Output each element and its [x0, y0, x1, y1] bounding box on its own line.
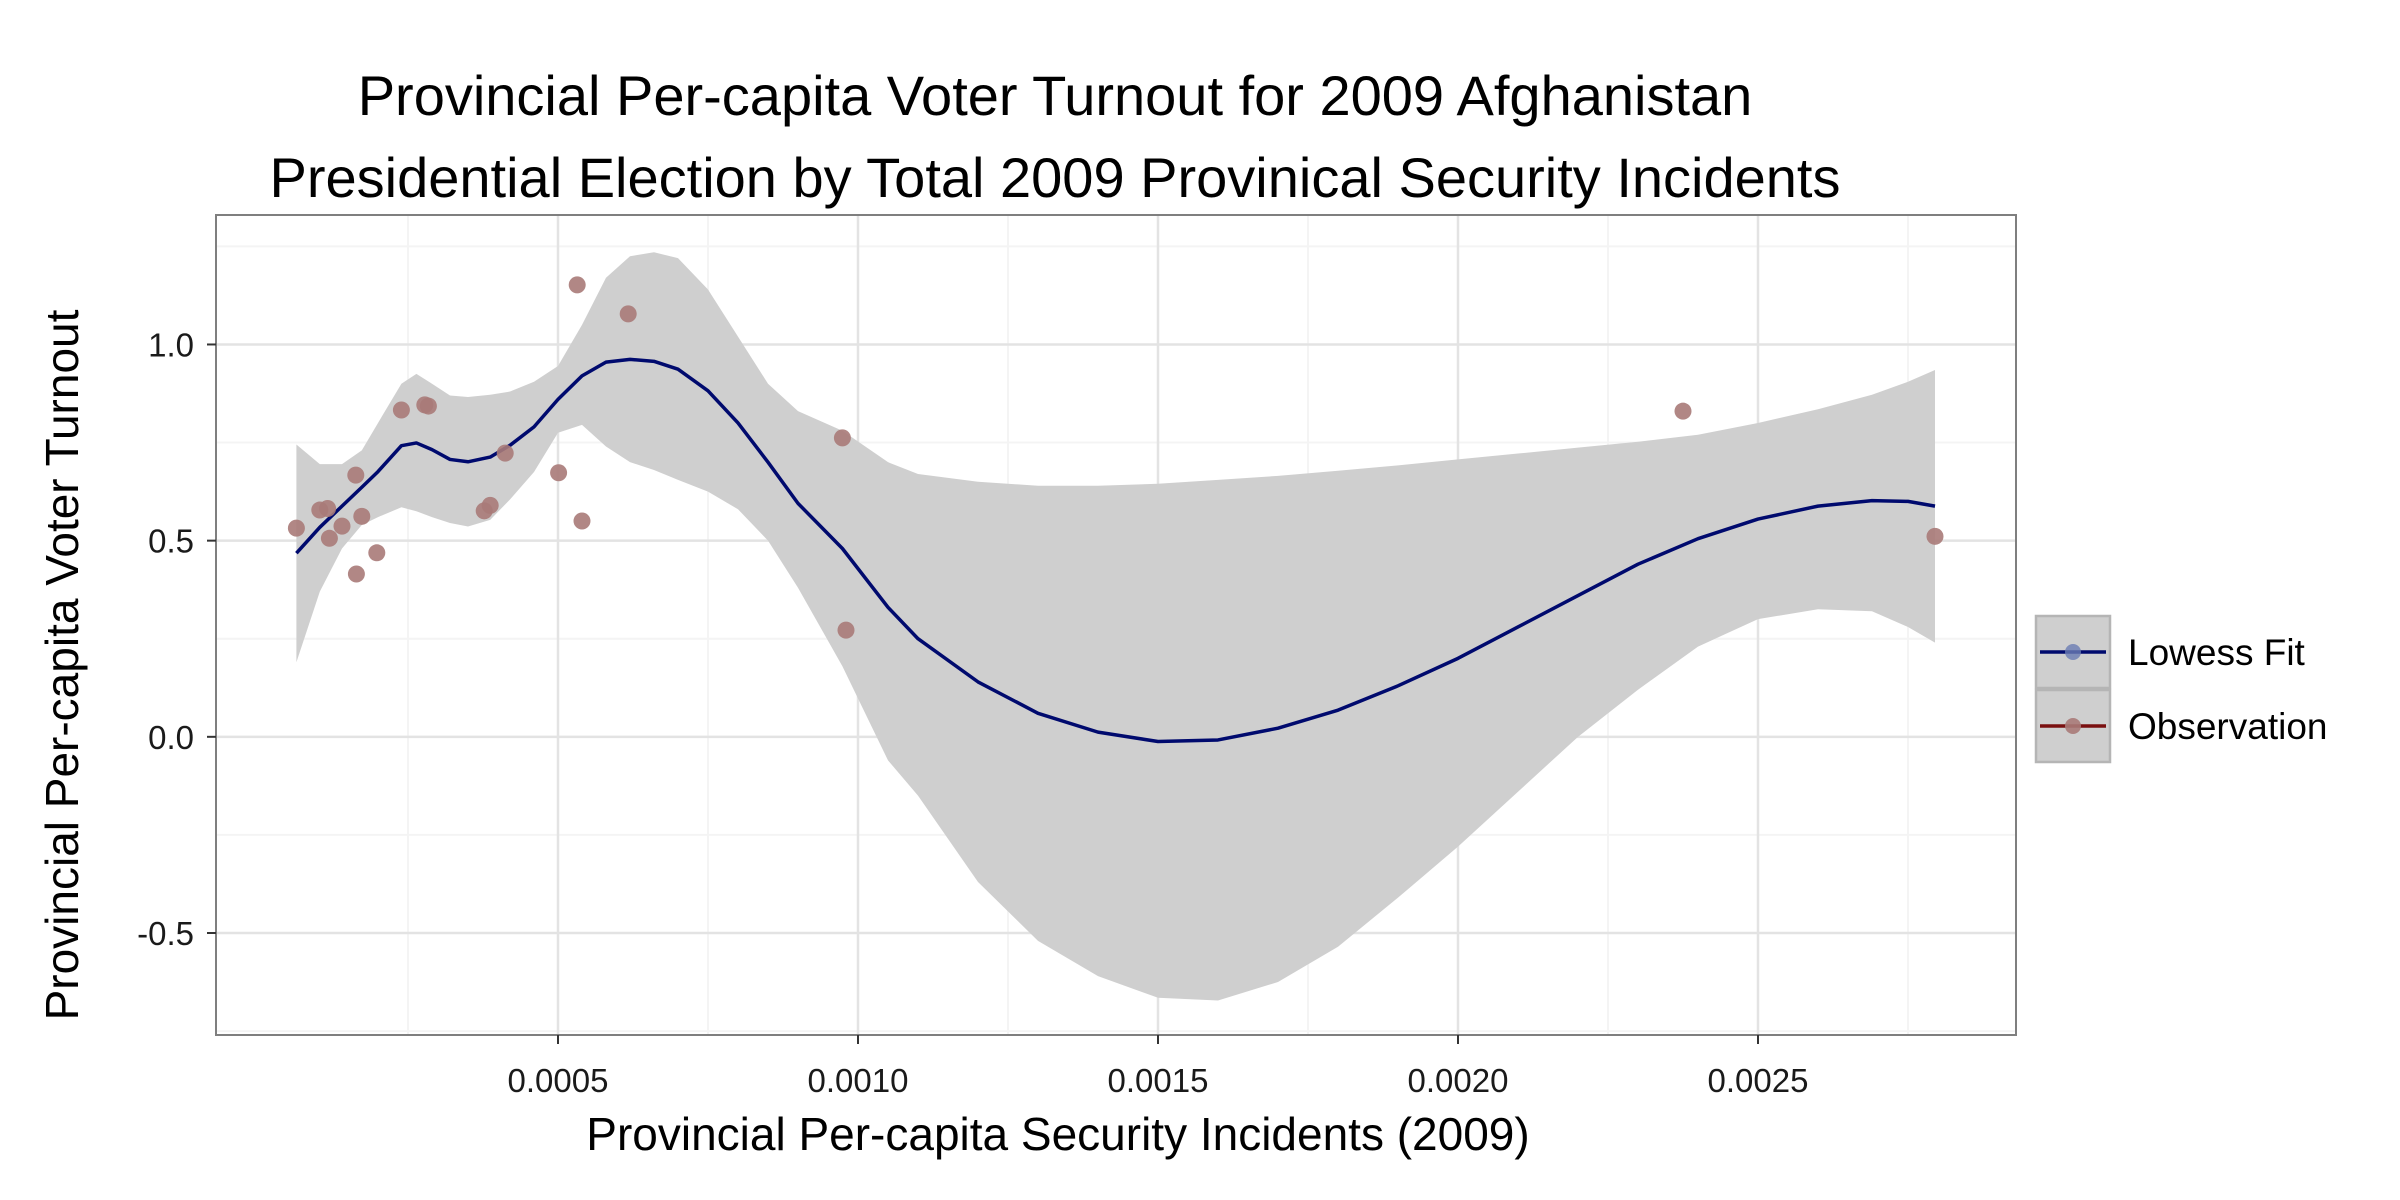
observation-point: [833, 429, 851, 447]
observation-point: [619, 305, 637, 323]
x-tick-label: 0.0010: [808, 1062, 909, 1099]
chart-title-line-1: Provincial Per-capita Voter Turnout for …: [358, 64, 1753, 127]
legend-item-lowess-fit: Lowess Fit: [2034, 614, 2306, 690]
observation-point: [568, 276, 586, 294]
observation-point: [368, 544, 386, 562]
x-tick-label: 0.0020: [1408, 1062, 1509, 1099]
legend-key-observation-dot: [2065, 718, 2081, 734]
observation-point: [353, 507, 371, 525]
x-axis-title: Provincial Per-capita Security Incidents…: [586, 1108, 1529, 1160]
x-tick-label: 0.0015: [1108, 1062, 1209, 1099]
x-tick-label: 0.0025: [1708, 1062, 1809, 1099]
observation-point: [550, 464, 568, 482]
observation-point: [287, 519, 305, 537]
legend: Lowess Fit Observation: [2034, 614, 2328, 764]
y-tick-label: 0.0: [148, 719, 194, 756]
observation-point: [573, 512, 591, 530]
y-axis-title: Provincial Per-capita Voter Turnout: [36, 309, 88, 1020]
observation-point: [496, 444, 514, 462]
plot-panel-border: [215, 214, 2017, 1036]
y-tick-label: 0.5: [148, 523, 194, 560]
lowess-confidence-band: [296, 252, 1935, 1001]
observation-points-layer: [287, 276, 1944, 639]
legend-item-observation: Observation: [2034, 688, 2328, 764]
y-tick-label: 1.0: [148, 326, 194, 363]
observation-point: [319, 499, 337, 517]
chart-title-line-2: Presidential Election by Total 2009 Prov…: [270, 146, 1841, 209]
lowess-fit-layer: [295, 357, 1936, 744]
y-axis-ticks: -0.5 0.0 0.5 1.0: [137, 326, 216, 952]
observation-point: [1674, 402, 1692, 420]
lowess-fit-line: [295, 357, 1936, 744]
observation-point: [392, 401, 410, 419]
y-tick-label: -0.5: [137, 915, 194, 952]
legend-label-lowess-fit: Lowess Fit: [2128, 632, 2306, 673]
observation-point: [1926, 527, 1944, 545]
x-tick-label: 0.0005: [508, 1062, 609, 1099]
confidence-band-layer: [296, 252, 1935, 1001]
legend-key-lowess-fit-dot: [2065, 644, 2081, 660]
observation-point: [320, 529, 338, 547]
observation-point: [419, 397, 437, 415]
x-axis-ticks: 0.0005 0.0010 0.0015 0.0020 0.0025: [508, 1035, 1809, 1099]
observation-point: [347, 565, 365, 583]
legend-label-observation: Observation: [2128, 706, 2328, 747]
observation-point: [837, 621, 855, 639]
observation-point: [333, 517, 351, 535]
observation-point: [481, 496, 499, 514]
observation-point: [347, 466, 365, 484]
